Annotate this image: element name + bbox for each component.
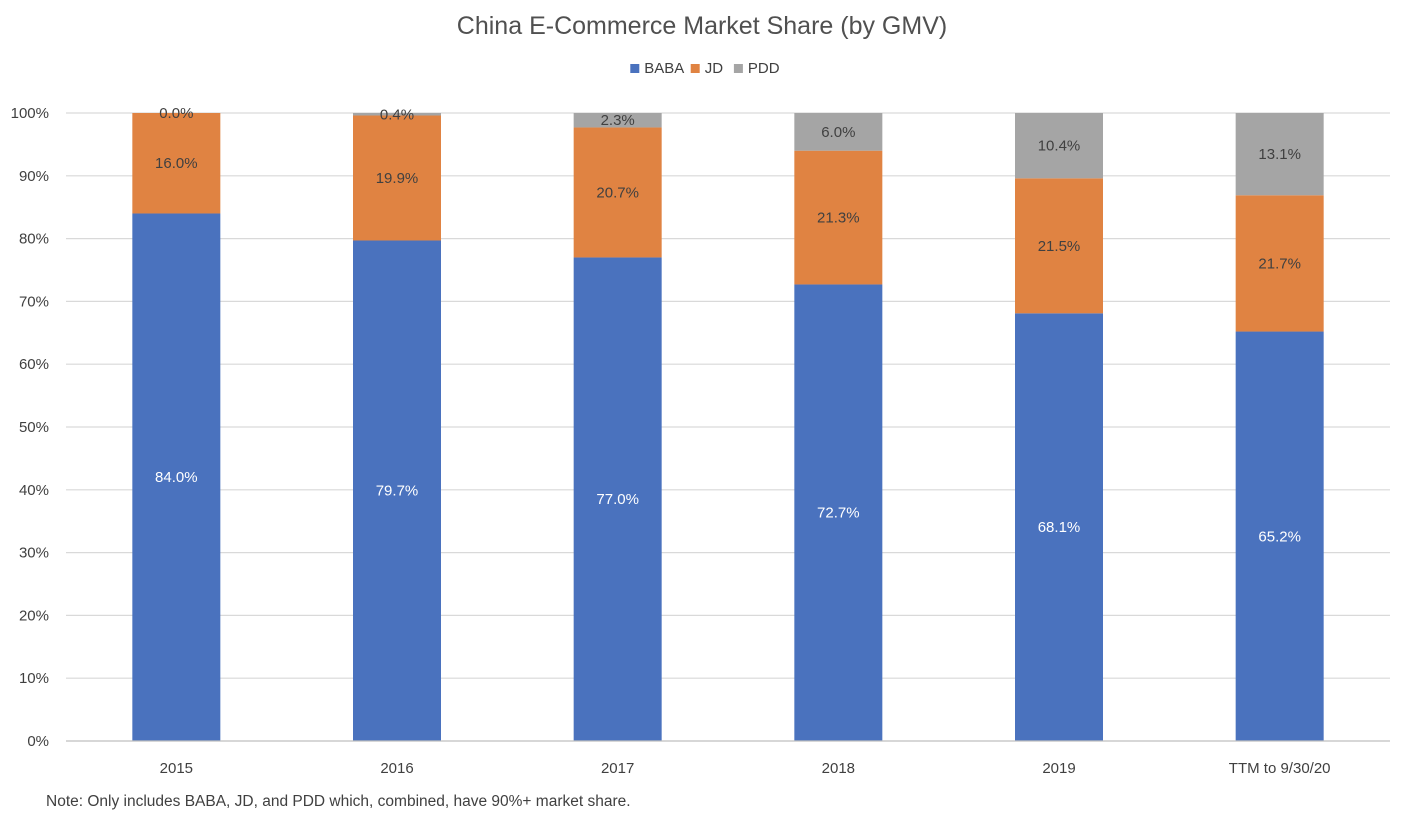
legend-swatch	[690, 64, 700, 73]
x-axis: 2015 2016 2017 2018 2019 TTM to 9/30/20	[66, 740, 1390, 777]
data-label-jd: 19.9%	[376, 170, 419, 187]
legend-label: BABA	[644, 60, 684, 77]
data-label-baba: 84.0%	[155, 469, 198, 486]
bar-segment-pdd	[794, 113, 883, 151]
bar-segment-pdd	[573, 113, 662, 128]
bar-stack: 79.7% 19.9% 0.4%	[353, 106, 441, 741]
bar-segment-baba	[573, 257, 662, 741]
legend-label: JD	[705, 60, 724, 77]
data-label-jd: 21.5%	[1038, 238, 1081, 255]
legend-label: PDD	[748, 60, 780, 77]
data-label-baba: 77.0%	[596, 491, 639, 508]
x-tick-label: 2016	[380, 760, 413, 777]
bar-segment-jd	[353, 115, 441, 241]
data-label-pdd: 6.0%	[821, 124, 855, 141]
y-tick-label: 70%	[19, 293, 49, 310]
legend: BABA JD PDD	[630, 60, 780, 77]
y-axis: 0% 10% 20% 30% 40% 50% 60% 70% 80% 90% 100%	[11, 105, 49, 750]
bar-stack: 68.1% 21.5% 10.4%	[1015, 113, 1103, 741]
chart-note: Note: Only includes BABA, JD, and PDD wh…	[46, 793, 631, 810]
y-tick-label: 30%	[19, 545, 49, 562]
legend-item-baba: BABA	[630, 60, 684, 77]
bar-stack: 84.0% 16.0% 0.0%	[132, 105, 221, 742]
x-tick-label: TTM to 9/30/20	[1229, 760, 1331, 777]
data-label-baba: 72.7%	[817, 505, 860, 522]
chart-title: China E-Commerce Market Share (by GMV)	[457, 12, 947, 40]
data-label-jd: 16.0%	[155, 155, 198, 172]
y-tick-label: 0%	[27, 733, 49, 750]
x-tick-label: 2015	[160, 760, 193, 777]
legend-item-pdd: PDD	[733, 60, 780, 77]
legend-swatch	[733, 64, 743, 73]
bar-segment-jd	[1015, 178, 1103, 314]
gridlines	[66, 112, 1390, 679]
legend-item-jd: JD	[690, 60, 724, 77]
legend-swatch	[630, 64, 640, 73]
bar-segment-jd	[573, 127, 662, 258]
bar-segment-baba	[132, 213, 221, 742]
data-label-jd: 21.7%	[1258, 255, 1301, 272]
bar-segment-pdd	[353, 113, 441, 116]
x-tick-label: 2019	[1042, 760, 1075, 777]
y-tick-label: 40%	[19, 482, 49, 499]
bar-segment-pdd	[1235, 113, 1324, 196]
y-tick-label: 100%	[11, 105, 49, 122]
data-label-pdd: 0.0%	[159, 105, 193, 122]
y-tick-label: 80%	[19, 231, 49, 248]
bar-segment-jd	[794, 150, 883, 285]
bar-segment-baba	[1015, 313, 1103, 741]
y-tick-label: 10%	[19, 670, 49, 687]
bar-segment-jd	[132, 113, 221, 214]
bar-stack: 72.7% 21.3% 6.0%	[794, 113, 883, 741]
x-tick-label: 2017	[601, 760, 634, 777]
bars: 84.0% 16.0% 0.0% 79.7% 19.9% 0.4% 77.0% 20.7% 2.…	[132, 105, 1324, 742]
bar-segment-baba	[794, 284, 883, 741]
bar-segment-baba	[1235, 331, 1324, 741]
y-tick-label: 50%	[19, 419, 49, 436]
data-label-baba: 79.7%	[376, 483, 419, 500]
bar-stack: 65.2% 21.7% 13.1%	[1235, 113, 1324, 741]
y-tick-label: 20%	[19, 607, 49, 624]
bar-segment-pdd	[1015, 113, 1103, 179]
bar-segment-jd	[1235, 195, 1324, 332]
data-label-pdd: 10.4%	[1038, 138, 1081, 155]
bar-stack: 77.0% 20.7% 2.3%	[573, 112, 662, 741]
data-label-pdd: 13.1%	[1258, 146, 1301, 163]
x-tick-label: 2018	[822, 760, 855, 777]
y-tick-label: 90%	[19, 168, 49, 185]
data-label-jd: 21.3%	[817, 210, 860, 227]
data-label-jd: 20.7%	[596, 184, 639, 201]
data-label-pdd: 2.3%	[601, 112, 635, 129]
data-label-pdd: 0.4%	[380, 106, 414, 123]
data-label-baba: 68.1%	[1038, 519, 1081, 536]
data-label-baba: 65.2%	[1258, 528, 1301, 545]
bar-segment-baba	[353, 240, 441, 741]
y-tick-label: 60%	[19, 356, 49, 373]
